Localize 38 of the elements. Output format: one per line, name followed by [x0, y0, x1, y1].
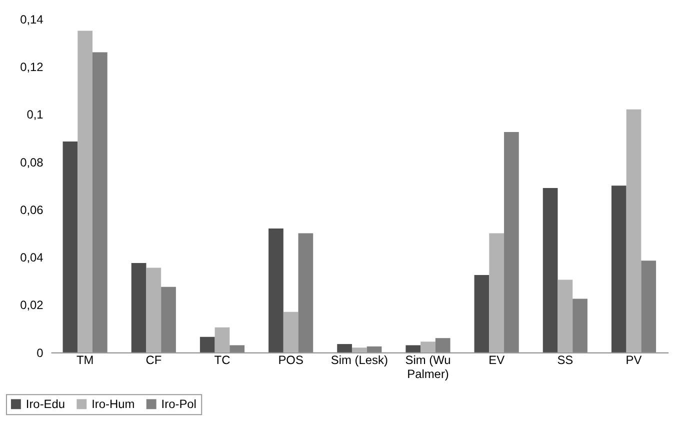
- bar: [62, 142, 78, 352]
- x-tick-label: TC: [214, 352, 231, 367]
- legend-label: Iro-Hum: [92, 397, 135, 412]
- bar: [406, 345, 421, 352]
- x-tick-label: SS: [557, 352, 574, 367]
- x-tick-label: CF: [146, 352, 162, 367]
- bar: [611, 186, 626, 352]
- x-tick-label: Sim (Wu Palmer): [405, 352, 451, 381]
- bar: [131, 263, 146, 352]
- y-tick-label: 0,04: [20, 250, 44, 265]
- x-tick-label: POS: [278, 352, 304, 367]
- y-tick-label: 0,1: [26, 108, 44, 122]
- y-tick-label: 0,12: [20, 60, 44, 74]
- bar: [78, 30, 92, 352]
- y-tick-label: 0: [36, 346, 44, 360]
- y-tick-label: 0,08: [20, 155, 44, 170]
- bar: [146, 268, 162, 352]
- bar: [542, 188, 558, 352]
- x-tick-label: PV: [626, 352, 642, 367]
- y-tick-label: 0,14: [20, 12, 44, 26]
- x-tick-label: TM: [76, 352, 94, 367]
- bar: [337, 344, 352, 352]
- bar: [268, 228, 284, 352]
- bar: [626, 109, 642, 352]
- bar: [489, 233, 504, 352]
- bar: [352, 348, 367, 352]
- bar: [474, 274, 490, 352]
- y-tick-label: 0,02: [20, 298, 44, 312]
- legend-label: Iro-Pol: [161, 397, 196, 412]
- x-tick-label: EV: [488, 352, 505, 367]
- legend-label: Iro-Edu: [26, 397, 66, 412]
- bar: [283, 312, 298, 352]
- bar: [200, 336, 215, 352]
- y-tick-label: 0,06: [20, 202, 44, 217]
- bar: [558, 280, 573, 352]
- x-tick-label: Sim (Lesk): [330, 352, 388, 367]
- bar: [420, 342, 436, 352]
- bar: [214, 327, 230, 352]
